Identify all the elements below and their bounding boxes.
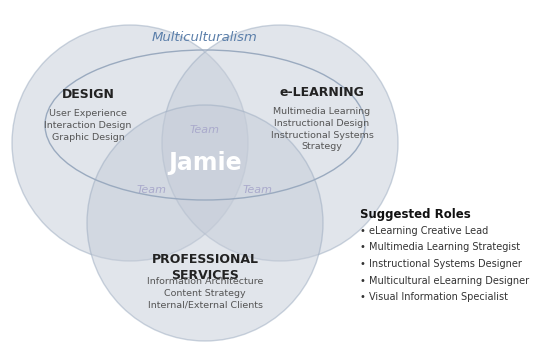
Text: • Multicultural eLearning Designer: • Multicultural eLearning Designer: [360, 275, 529, 286]
Text: PROFESSIONAL
SERVICES: PROFESSIONAL SERVICES: [152, 253, 258, 282]
Text: • Visual Information Specialist: • Visual Information Specialist: [360, 292, 508, 302]
Text: Multimedia Learning
Instructional Design
Instructional Systems
Strategy: Multimedia Learning Instructional Design…: [271, 107, 374, 151]
Text: Suggested Roles: Suggested Roles: [360, 208, 471, 221]
Text: Information Architecture
Content Strategy
Internal/External Clients: Information Architecture Content Strateg…: [147, 277, 263, 310]
Circle shape: [87, 105, 323, 341]
Text: DESIGN: DESIGN: [62, 89, 115, 102]
Circle shape: [12, 25, 248, 261]
Text: Multiculturalism: Multiculturalism: [152, 31, 258, 44]
Text: User Experience
Interaction Design
Graphic Design: User Experience Interaction Design Graph…: [44, 109, 132, 142]
Text: • Multimedia Learning Strategist: • Multimedia Learning Strategist: [360, 243, 520, 252]
Text: Jamie: Jamie: [168, 151, 242, 175]
Text: • Instructional Systems Designer: • Instructional Systems Designer: [360, 259, 522, 269]
Text: • eLearning Creative Lead: • eLearning Creative Lead: [360, 226, 488, 236]
Text: Team: Team: [190, 125, 220, 135]
Text: e-LEARNING: e-LEARNING: [279, 86, 364, 100]
Text: Team: Team: [137, 185, 167, 195]
Circle shape: [162, 25, 398, 261]
Text: Team: Team: [243, 185, 273, 195]
